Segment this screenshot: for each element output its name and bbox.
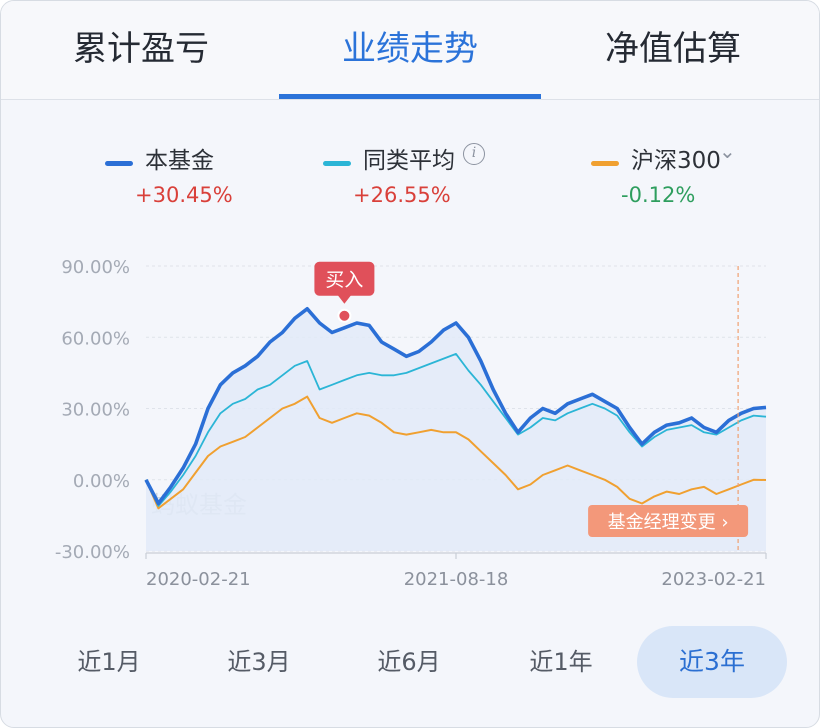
legend-peer-swatch [323, 161, 351, 166]
manager-change-label: 基金经理变更 › [608, 512, 729, 533]
x-tick-label: 2023-02-21 [661, 569, 766, 590]
legend-fund-name: 本基金 [145, 148, 214, 174]
y-tick-label: 30.00% [61, 400, 130, 421]
legend-fund-swatch [105, 161, 133, 166]
tab-bar: 累计盈亏 业绩走势 净值估算 [1, 1, 819, 100]
y-tick-label: -30.00% [55, 542, 130, 563]
period-6m[interactable]: 近6月 [377, 648, 441, 676]
tab-cumulative-pnl[interactable]: 累计盈亏 [73, 29, 209, 69]
x-tick-label: 2021-08-18 [404, 569, 509, 590]
manager-change-badge [588, 505, 749, 537]
period-3y[interactable]: 近3年 [637, 626, 787, 698]
info-icon[interactable]: i [463, 143, 485, 165]
legend-fund-return: +30.45% [135, 183, 233, 207]
buy-point [337, 308, 352, 323]
period-3m[interactable]: 近3月 [227, 648, 291, 676]
y-tick-label: 60.00% [61, 328, 130, 349]
buy-badge-pointer [337, 294, 352, 304]
buy-label: 买入 [325, 269, 363, 291]
legend-csi300-name: 沪深300 [631, 148, 721, 174]
legend-csi300-return: -0.12% [621, 183, 696, 207]
legend-peer-return: +26.55% [353, 183, 451, 207]
tab-performance-trend[interactable]: 业绩走势 [342, 29, 478, 69]
legend-peer-name: 同类平均 [363, 148, 455, 174]
fund-area-fill [146, 308, 766, 551]
buy-badge [314, 261, 375, 296]
legend-csi300-swatch [591, 161, 619, 166]
period-1m[interactable]: 近1月 [77, 648, 141, 676]
period-1y[interactable]: 近1年 [529, 648, 593, 676]
y-tick-label: 90.00% [61, 257, 130, 278]
x-tick-label: 2020-02-21 [146, 569, 251, 590]
tab-nav-estimate[interactable]: 净值估算 [605, 29, 741, 69]
active-tab-indicator [279, 94, 541, 99]
chevron-down-icon[interactable]: ⌄ [719, 139, 736, 163]
period-selector: 近1月 近3月 近6月 近1年 近3年 [1, 626, 819, 706]
performance-line-chart[interactable]: 90.00% 60.00% 30.00% 0.00% -30.00% 2020-02-21… [1, 241, 819, 601]
y-tick-label: 0.00% [73, 471, 130, 492]
